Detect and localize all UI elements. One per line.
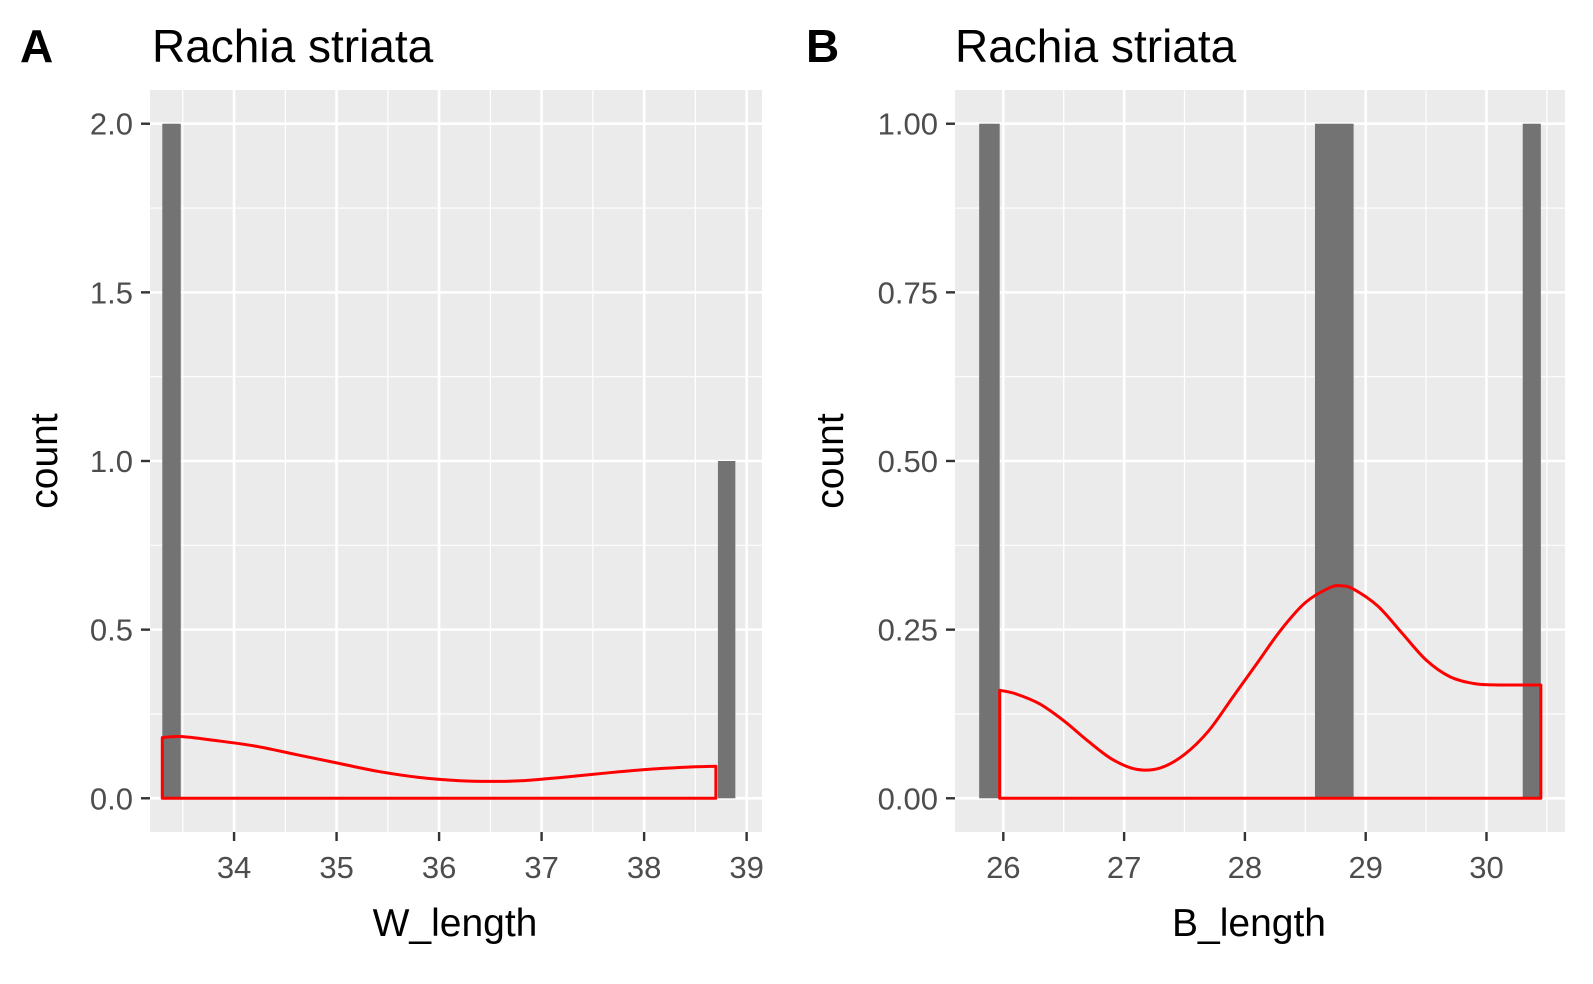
panel-a: A Rachia striata 34 35 36 37 38 39 0.0 0.5 1.0 1.… <box>20 20 764 945</box>
histogram-bar <box>979 123 1000 799</box>
x-tick-label: 27 <box>1107 850 1141 885</box>
histogram-bar <box>162 123 181 799</box>
y-tick-label: 0.00 <box>878 781 938 816</box>
y-tick-label: 1.5 <box>90 275 133 310</box>
x-tick-label: 30 <box>1469 850 1503 885</box>
panel-a-axes: 34 35 36 37 38 39 0.0 0.5 1.0 1.5 2.0 <box>90 107 764 885</box>
panel-a-x-axis-title: W_length <box>373 902 538 945</box>
x-tick-label: 37 <box>524 850 558 885</box>
panel-b-grid <box>955 90 1565 832</box>
y-tick-label: 1.00 <box>878 107 938 142</box>
x-tick-label: 38 <box>627 850 661 885</box>
y-tick-label: 0.0 <box>90 781 133 816</box>
y-tick-label: 0.5 <box>90 613 133 648</box>
panel-b-y-axis-title: count <box>809 413 852 509</box>
x-tick-label: 28 <box>1228 850 1262 885</box>
x-tick-label: 29 <box>1348 850 1382 885</box>
histogram-bar <box>717 461 736 799</box>
panel-b-axes: 26 27 28 29 30 0.00 0.25 0.50 0.75 1.00 <box>878 107 1504 885</box>
x-tick-label: 36 <box>422 850 456 885</box>
y-tick-label: 1.0 <box>90 444 133 479</box>
panel-a-bars <box>162 123 736 799</box>
panel-a-grid <box>150 90 762 832</box>
panel-a-title: Rachia striata <box>152 20 434 72</box>
x-tick-label: 39 <box>729 850 763 885</box>
panel-b-density <box>998 584 1543 800</box>
panel-a-y-axis-title: count <box>23 413 66 509</box>
y-tick-label: 0.75 <box>878 275 938 310</box>
panel-b-bars <box>979 123 1541 799</box>
density-curve <box>160 734 718 800</box>
y-tick-label: 2.0 <box>90 107 133 142</box>
density-curve <box>998 584 1543 800</box>
panel-a-density <box>160 734 718 800</box>
x-tick-label: 35 <box>319 850 353 885</box>
x-tick-label: 34 <box>217 850 251 885</box>
y-tick-label: 0.25 <box>878 613 938 648</box>
panel-letter-a: A <box>20 20 53 72</box>
panel-b: B Rachia striata 26 27 28 29 30 0.00 0.25 0.50 0… <box>806 20 1565 945</box>
panel-b-title: Rachia striata <box>955 20 1237 72</box>
panel-letter-b: B <box>806 20 839 72</box>
histogram-bar <box>1522 123 1541 799</box>
x-tick-label: 26 <box>986 850 1020 885</box>
y-tick-label: 0.50 <box>878 444 938 479</box>
panel-b-x-axis-title: B_length <box>1172 902 1326 945</box>
histogram-bar <box>1314 123 1354 799</box>
